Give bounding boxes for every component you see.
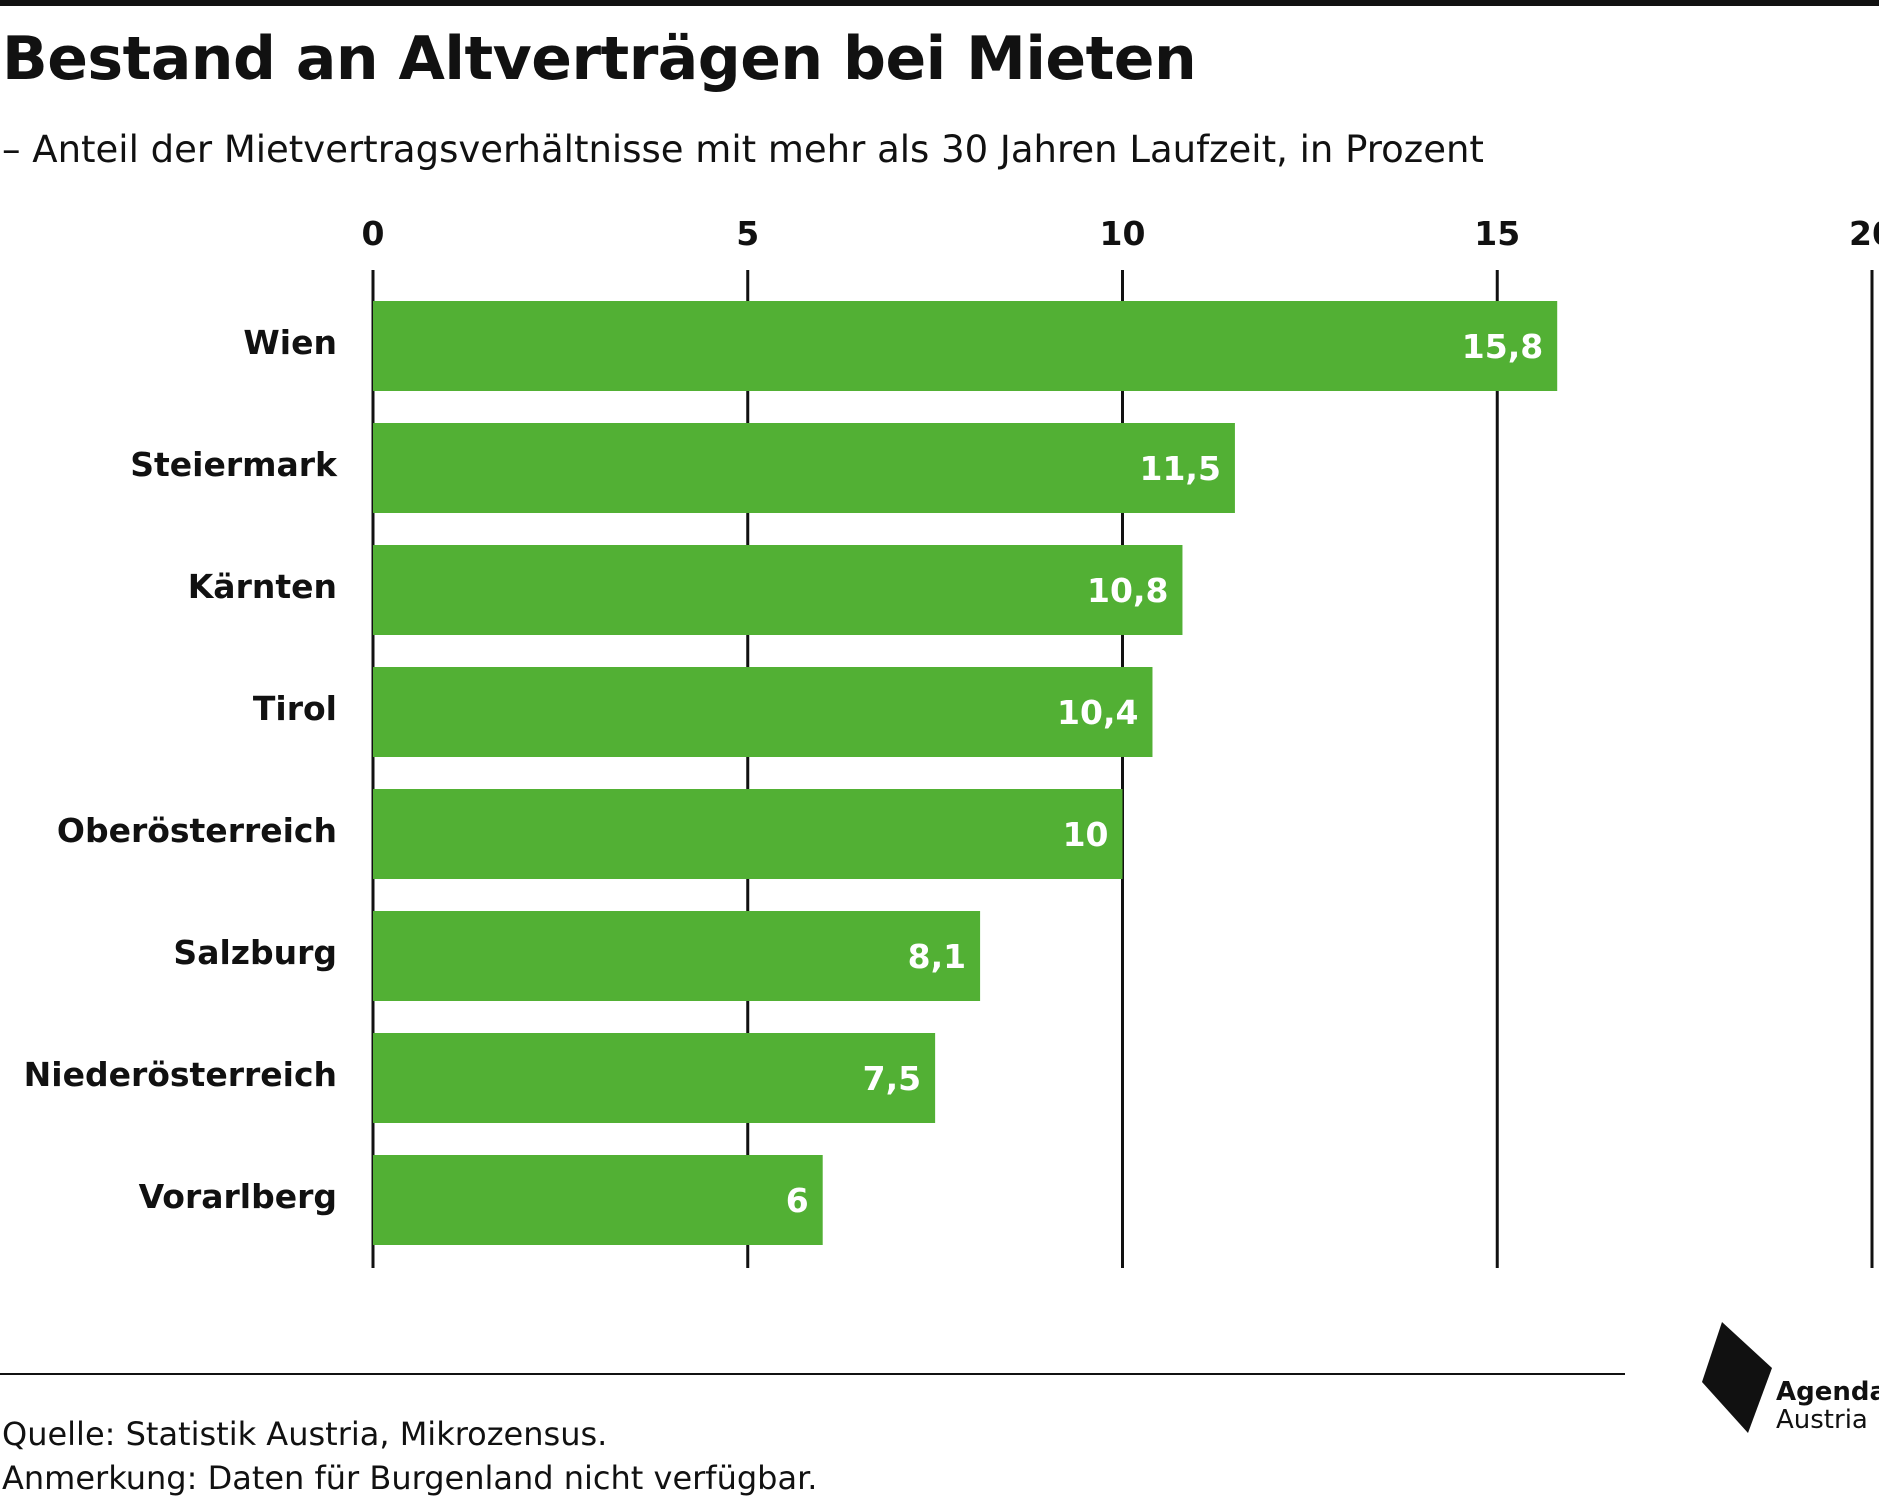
bar-value-label: 10 [1063, 815, 1109, 854]
bar [373, 301, 1558, 391]
x-tick-label: 15 [1474, 214, 1520, 253]
x-tick-label: 0 [362, 214, 385, 253]
category-label: Oberösterreich [57, 811, 337, 850]
chart-subtitle: – Anteil der Mietvertragsverhältnisse mi… [2, 128, 1484, 171]
bar-value-label: 10,4 [1057, 693, 1138, 732]
bar [373, 667, 1153, 757]
category-label: Tirol [253, 689, 337, 728]
bar [373, 1155, 823, 1245]
category-label: Kärnten [188, 567, 337, 606]
x-tick-label: 20 [1849, 214, 1879, 253]
footer-rule [0, 1373, 1625, 1375]
logo-line-2: Austria [1776, 1405, 1868, 1435]
x-tick-label: 10 [1100, 214, 1146, 253]
bar [373, 911, 981, 1001]
category-label: Vorarlberg [139, 1177, 337, 1216]
source-note: Quelle: Statistik Austria, Mikrozensus. [2, 1415, 608, 1453]
logo-wordmark: Agenda Austria [1776, 1378, 1879, 1434]
x-tick-label: 5 [736, 214, 759, 253]
category-label: Niederösterreich [24, 1055, 337, 1094]
bar-value-label: 11,5 [1140, 449, 1221, 488]
bar-chart: 0 5 10 15 20 15,8 Wien 11,5 Steiermark 10,8 Kärnte… [24, 214, 1879, 1268]
category-label: Salzburg [173, 933, 337, 972]
bar [373, 423, 1235, 513]
bar-value-label: 10,8 [1087, 571, 1168, 610]
logo-mark-icon [1702, 1322, 1772, 1433]
logo-line-1: Agenda [1776, 1377, 1879, 1407]
bar-value-label: 8,1 [908, 937, 966, 976]
top-rule [0, 0, 1879, 6]
bar-value-label: 15,8 [1462, 327, 1543, 366]
bar-value-label: 6 [786, 1181, 809, 1220]
category-label: Steiermark [130, 445, 338, 484]
bar [373, 545, 1183, 635]
bar [373, 1033, 936, 1123]
bar-value-label: 7,5 [863, 1059, 921, 1098]
chart-title: Bestand an Altverträgen bei Mieten [2, 24, 1197, 94]
annotation-note: Anmerkung: Daten für Burgenland nicht ve… [2, 1459, 818, 1497]
footer: Quelle: Statistik Austria, Mikrozensus. … [2, 1412, 817, 1500]
agenda-austria-logo: Agenda Austria [1700, 1320, 1879, 1435]
category-label: Wien [243, 323, 337, 362]
bar [373, 789, 1123, 879]
